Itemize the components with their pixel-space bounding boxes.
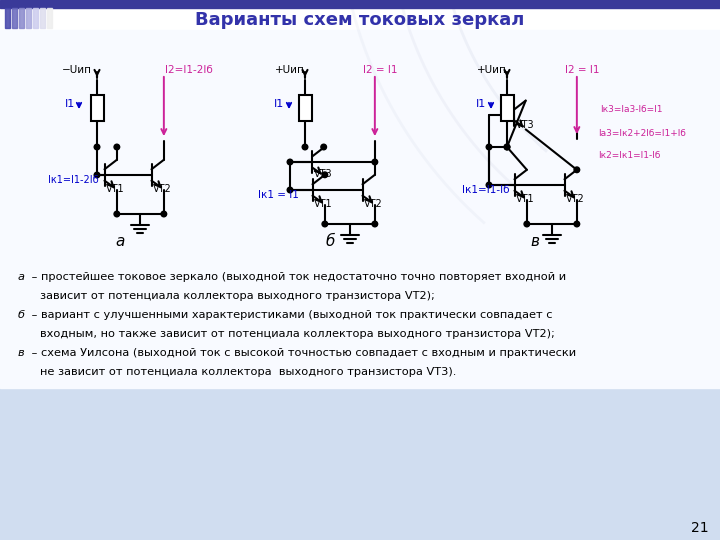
Text: VT2: VT2 [364, 199, 382, 209]
Text: – вариант с улучшенными характеристиками (выходной ток практически совпадает с: – вариант с улучшенными характеристиками… [28, 310, 552, 320]
Text: I2=I1-2Iб: I2=I1-2Iб [165, 65, 212, 75]
Text: I1: I1 [476, 99, 486, 109]
Text: 21: 21 [691, 521, 708, 535]
Circle shape [486, 182, 492, 188]
Circle shape [372, 221, 378, 227]
Text: I2 = I1: I2 = I1 [565, 65, 600, 75]
Text: Iа3=Iк2+2Iб=I1+Iб: Iа3=Iк2+2Iб=I1+Iб [598, 129, 686, 138]
Text: Iк1=I1-2Iб: Iк1=I1-2Iб [48, 175, 99, 185]
Text: VT2: VT2 [153, 184, 171, 194]
Circle shape [321, 144, 326, 150]
Bar [299, 95, 312, 121]
Bar [33, 8, 38, 28]
Text: – схема Уилсона (выходной ток с высокой точностью совпадает с входным и практиче: – схема Уилсона (выходной ток с высокой … [28, 348, 576, 358]
Text: VT3: VT3 [516, 120, 535, 130]
Text: Iк2=Iк1=I1-Iб: Iк2=Iк1=I1-Iб [598, 151, 660, 159]
Circle shape [302, 144, 308, 150]
Text: в: в [18, 348, 24, 358]
Circle shape [574, 167, 580, 173]
Circle shape [322, 221, 328, 227]
Text: VT1: VT1 [516, 194, 534, 204]
Text: Iк3=Iа3-Iб=I1: Iк3=Iа3-Iб=I1 [600, 105, 662, 114]
Bar [0, 30, 720, 388]
Text: +Uип: +Uип [275, 65, 305, 75]
Bar [0, 388, 720, 540]
Text: I2 = I1: I2 = I1 [363, 65, 397, 75]
Circle shape [114, 144, 120, 150]
Text: входным, но также зависит от потенциала коллектора выходного транзистора VT2);: входным, но также зависит от потенциала … [40, 329, 555, 339]
Bar [0, 0, 720, 8]
Circle shape [524, 221, 530, 227]
Circle shape [504, 144, 510, 150]
Text: б: б [325, 234, 335, 249]
Text: – простейшее токовое зеркало (выходной ток недостаточно точно повторяет входной : – простейшее токовое зеркало (выходной т… [28, 272, 566, 282]
Circle shape [504, 144, 510, 150]
Text: б: б [18, 310, 25, 320]
Text: не зависит от потенциала коллектора  выходного транзистора VT3).: не зависит от потенциала коллектора выхо… [40, 367, 456, 377]
Text: Iк1=I1-Iб: Iк1=I1-Iб [462, 185, 510, 195]
Circle shape [486, 144, 492, 150]
Text: I1: I1 [65, 99, 76, 109]
Bar [47, 8, 52, 28]
Text: VT1: VT1 [106, 184, 124, 194]
Circle shape [287, 187, 293, 193]
Bar [500, 95, 513, 121]
Text: VT1: VT1 [313, 199, 332, 209]
Circle shape [161, 211, 166, 217]
Bar [91, 95, 104, 121]
Text: I1: I1 [274, 99, 284, 109]
Circle shape [114, 211, 120, 217]
Circle shape [322, 172, 328, 178]
Circle shape [574, 221, 580, 227]
Text: −Uип: −Uип [62, 65, 92, 75]
Circle shape [287, 159, 293, 165]
Text: в: в [531, 234, 539, 249]
Text: а: а [115, 234, 125, 249]
Bar [12, 8, 17, 28]
Text: Варианты схем токовых зеркал: Варианты схем токовых зеркал [195, 11, 525, 29]
Circle shape [372, 159, 378, 165]
Bar [26, 8, 31, 28]
Circle shape [94, 172, 100, 178]
Text: а: а [18, 272, 25, 282]
Text: VT2: VT2 [565, 194, 584, 204]
Bar [5, 8, 10, 28]
Text: Iк1 = I1: Iк1 = I1 [258, 190, 299, 200]
Text: зависит от потенциала коллектора выходного транзистора VT2);: зависит от потенциала коллектора выходно… [40, 291, 435, 301]
Bar [19, 8, 24, 28]
Text: +Uип: +Uип [477, 65, 507, 75]
Circle shape [94, 144, 100, 150]
Bar [40, 8, 45, 28]
Text: VT3: VT3 [314, 169, 333, 179]
